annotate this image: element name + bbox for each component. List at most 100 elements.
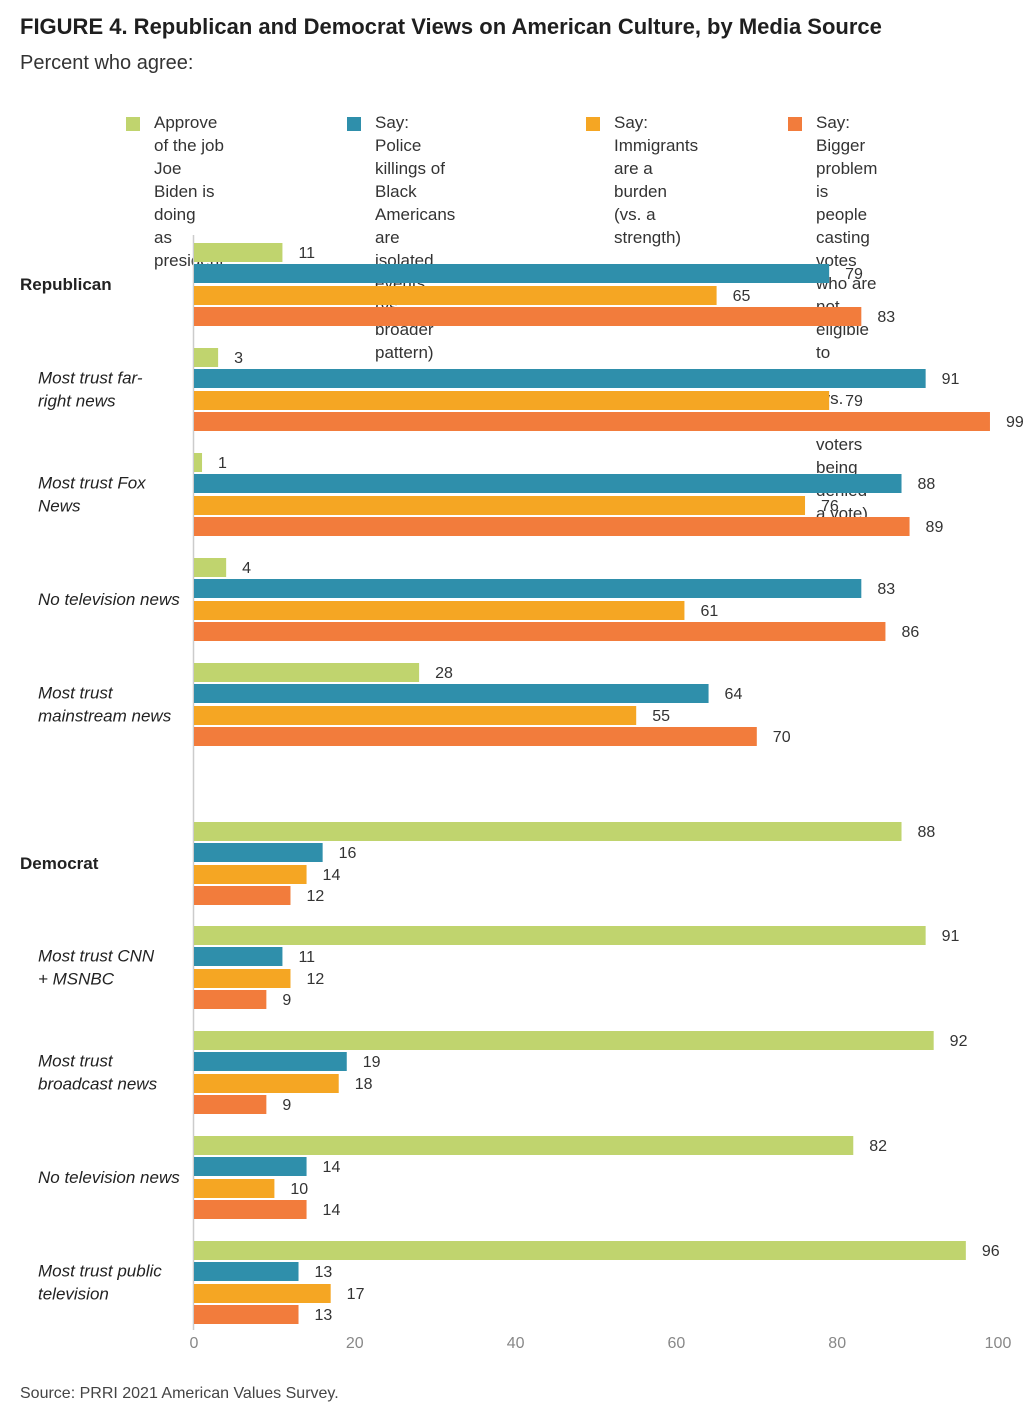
bar-3: [194, 1074, 339, 1093]
bar-1: [194, 663, 420, 682]
bar-value-label: 88: [918, 476, 936, 493]
bar-value-label: 9: [282, 992, 291, 1009]
bar-2: [194, 264, 830, 283]
bar-1: [194, 1136, 854, 1155]
bar-value-label: 14: [323, 1159, 341, 1176]
bar-value-label: 17: [347, 1286, 365, 1303]
bar-value-label: 18: [355, 1076, 373, 1093]
bar-value-label: 13: [315, 1307, 333, 1324]
x-tick-label: 60: [668, 1335, 686, 1352]
bar-4: [194, 1200, 307, 1219]
bar-value-label: 11: [298, 949, 315, 966]
bar-1: [194, 926, 926, 945]
bar-value-label: 16: [339, 845, 357, 862]
group-label-party: Republican: [20, 275, 112, 294]
bar-value-label: 65: [733, 288, 751, 305]
bar-2: [194, 1157, 307, 1176]
bar-1: [194, 453, 203, 472]
source-note: Source: PRRI 2021 American Values Survey…: [20, 1385, 339, 1402]
group-label-media-source: Most trust broadcast news: [38, 1052, 158, 1094]
bar-value-label: 83: [877, 309, 895, 326]
bar-2: [194, 843, 323, 862]
bar-value-label: 14: [323, 867, 341, 884]
bar-value-label: 86: [901, 624, 919, 641]
bar-value-label: 12: [306, 888, 324, 905]
chart-title: FIGURE 4. Republican and Democrat Views …: [20, 14, 882, 39]
bar-value-label: 55: [652, 708, 670, 725]
bar-3: [194, 496, 806, 515]
bar-value-label: 88: [918, 824, 936, 841]
bar-value-label: 13: [315, 1264, 333, 1281]
legend-label: Say: Immigrants are a burden (vs. a stre…: [614, 113, 699, 247]
x-tick-label: 100: [985, 1335, 1012, 1352]
bar-value-label: 92: [950, 1033, 968, 1050]
bar-3: [194, 286, 717, 305]
bar-2: [194, 947, 283, 966]
group-label-media-source: Most trust public television: [38, 1262, 162, 1304]
legend-swatch: [347, 117, 361, 131]
bar-3: [194, 1284, 331, 1303]
bar-value-label: 76: [821, 498, 839, 515]
bar-1: [194, 558, 227, 577]
bar-3: [194, 969, 291, 988]
bar-4: [194, 307, 862, 326]
bar-3: [194, 601, 685, 620]
bar-value-label: 91: [942, 371, 960, 388]
bar-value-label: 99: [1006, 414, 1024, 431]
group-label-media-source: Most trust mainstream news: [38, 684, 172, 726]
legend-swatch: [586, 117, 600, 131]
bar-4: [194, 517, 910, 536]
bar-3: [194, 391, 830, 410]
bar-value-label: 89: [926, 519, 944, 536]
bar-value-label: 70: [773, 729, 791, 746]
group-label-media-source: No television news: [38, 590, 180, 609]
bar-2: [194, 369, 926, 388]
bar-value-label: 64: [725, 686, 743, 703]
legend-swatch: [788, 117, 802, 131]
bar-value-label: 79: [845, 266, 863, 283]
bar-value-label: 12: [306, 971, 324, 988]
bar-value-label: 82: [869, 1138, 887, 1155]
x-tick-label: 0: [190, 1335, 199, 1352]
group-label-party: Democrat: [20, 854, 99, 873]
x-tick-label: 80: [828, 1335, 846, 1352]
bar-2: [194, 684, 709, 703]
bar-value-label: 61: [700, 603, 718, 620]
bar-4: [194, 1305, 299, 1324]
bar-2: [194, 474, 902, 493]
bar-1: [194, 348, 219, 367]
bar-value-label: 19: [363, 1054, 381, 1071]
legend-swatch: [126, 117, 140, 131]
bar-value-label: 91: [942, 928, 960, 945]
chart-subtitle: Percent who agree:: [20, 52, 194, 74]
bar-4: [194, 412, 990, 431]
bar-1: [194, 1031, 934, 1050]
bar-4: [194, 622, 886, 641]
bar-value-label: 10: [290, 1181, 308, 1198]
bar-1: [194, 1241, 966, 1260]
bar-value-label: 1: [218, 455, 227, 472]
bar-1: [194, 822, 902, 841]
bar-1: [194, 243, 283, 262]
bar-4: [194, 886, 291, 905]
bar-2: [194, 1052, 347, 1071]
bar-value-label: 96: [982, 1243, 1000, 1260]
bar-value-label: 9: [282, 1097, 291, 1114]
bar-4: [194, 990, 267, 1009]
bar-value-label: 4: [242, 560, 251, 577]
bar-2: [194, 579, 862, 598]
group-label-media-source: No television news: [38, 1168, 180, 1187]
x-tick-label: 20: [346, 1335, 364, 1352]
group-label-media-source: Most trust far-right news: [38, 369, 143, 411]
bar-value-label: 28: [435, 665, 453, 682]
bar-value-label: 83: [877, 581, 895, 598]
bar-3: [194, 706, 637, 725]
bar-2: [194, 1262, 299, 1281]
bar-value-label: 14: [323, 1202, 341, 1219]
group-label-media-source: Most trust Fox News: [38, 474, 146, 516]
bar-3: [194, 865, 307, 884]
bar-value-label: 11: [298, 245, 315, 262]
bar-value-label: 3: [234, 350, 243, 367]
bar-4: [194, 1095, 267, 1114]
x-tick-label: 40: [507, 1335, 525, 1352]
